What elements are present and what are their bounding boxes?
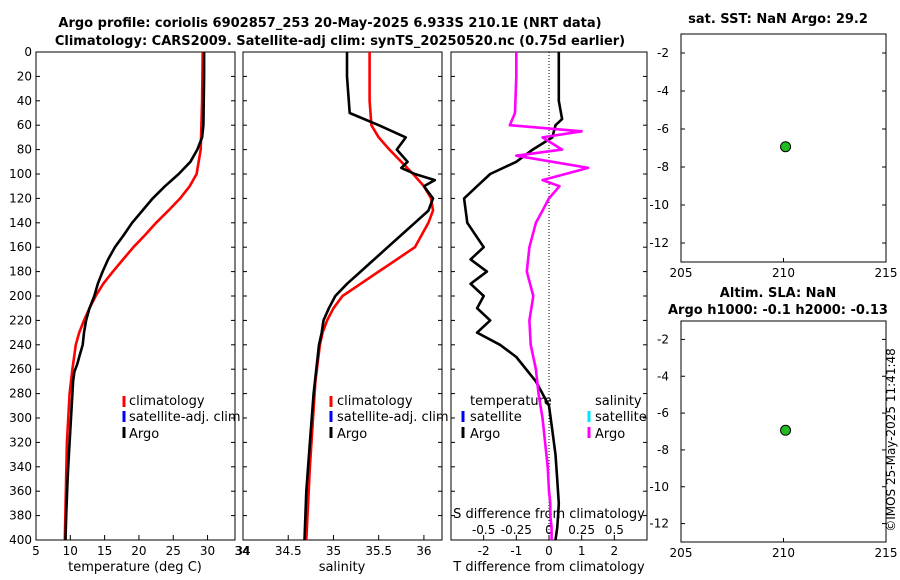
sst-ytick-label: -8 — [657, 160, 669, 174]
sla-ytick-label: -12 — [649, 517, 669, 531]
depth-tick-label: 320 — [9, 435, 32, 449]
depth-tick-label: 400 — [9, 533, 32, 547]
sla-ytick-label: -8 — [657, 443, 669, 457]
sst-title: sat. SST: NaN Argo: 29.2 — [688, 12, 868, 27]
difference-top-tick-label: -0.25 — [501, 523, 532, 537]
salinity-xtick-label: 35.5 — [365, 544, 392, 558]
temperature-xtick-label: 10 — [63, 544, 78, 558]
timestamp: ©IMOS 25-May-2025 11:41:48 — [884, 348, 898, 532]
chart-marks: 5 10 15 20 25 30 34020406080100120140160180200… — [9, 45, 897, 560]
legend-title-temperature: temperature — [470, 394, 552, 409]
depth-tick-label: 260 — [9, 362, 32, 376]
depth-tick-label: 80 — [17, 143, 32, 157]
temperature-series-climatology — [63, 51, 204, 541]
legend-label-satellite: satellite-adj. clim — [337, 410, 449, 425]
difference-xtick-label: 1 — [578, 544, 586, 558]
difference-xtick-label: -2 — [478, 544, 490, 558]
sst-xtick-label: 215 — [875, 266, 898, 280]
sla-ytick-label: -6 — [657, 406, 669, 420]
legend-label-t-argo: Argo — [470, 427, 500, 442]
difference-top-tick-label: -0.5 — [472, 523, 495, 537]
title-line-2: Climatology: CARS2009. Satellite-adj cli… — [55, 34, 625, 49]
difference-xlabel: T difference from climatology — [452, 560, 645, 575]
temperature-xtick-label: 30 — [200, 544, 215, 558]
depth-tick-label: 140 — [9, 216, 32, 230]
depth-tick-label: 120 — [9, 191, 32, 205]
sst-point — [780, 141, 792, 153]
depth-tick-label: 20 — [17, 69, 32, 83]
sst-ytick-label: -10 — [649, 198, 669, 212]
sst-ytick-label: -12 — [649, 236, 669, 250]
depth-tick-label: 360 — [9, 484, 32, 498]
sla-point — [780, 424, 792, 436]
difference-series-t-argo — [462, 52, 564, 541]
depth-tick-label: 100 — [9, 167, 32, 181]
salinity-xtick-label: 34.5 — [275, 544, 302, 558]
title-line-1: Argo profile: coriolis 6902857_253 20-Ma… — [58, 16, 601, 31]
difference-xtick-label: 2 — [611, 544, 619, 558]
salinity-xtick-label: 36 — [416, 544, 431, 558]
sla-title-line-2: Argo h1000: -0.1 h2000: -0.13 — [668, 303, 888, 318]
sla-ytick-label: -10 — [649, 480, 669, 494]
temperature-legend: climatology satellite-adj. clim Argo — [122, 394, 241, 442]
legend-label-s-argo: Argo — [595, 427, 625, 442]
sla-xtick-label: 205 — [670, 546, 693, 560]
legend-label-satellite: satellite-adj. clim — [129, 410, 241, 425]
legend-title-salinity: salinity — [595, 394, 642, 409]
sla-xtick-label: 215 — [875, 546, 898, 560]
temperature-xtick-label: 5 — [32, 544, 40, 558]
sla-ytick-label: -2 — [657, 332, 669, 346]
depth-tick-label: 60 — [17, 118, 32, 132]
difference-top-tick-label: 0.5 — [605, 523, 624, 537]
depth-tick-label: 40 — [17, 94, 32, 108]
sst-xtick-label: 210 — [772, 266, 795, 280]
depth-tick-label: 200 — [9, 289, 32, 303]
temperature-xtick-label: 20 — [131, 544, 146, 558]
depth-tick-label: 340 — [9, 460, 32, 474]
sla-xtick-label: 210 — [772, 546, 795, 560]
depth-tick-label: 160 — [9, 240, 32, 254]
legend-label-t-satellite: satellite — [470, 410, 522, 425]
sst-ytick-label: -4 — [657, 84, 669, 98]
salinity-xtick-label: 34 — [235, 544, 250, 558]
depth-tick-label: 380 — [9, 509, 32, 523]
temperature-xlabel: temperature (deg C) — [68, 560, 202, 575]
depth-tick-label: 240 — [9, 338, 32, 352]
legend-label-argo: Argo — [337, 427, 367, 442]
depth-tick-label: 220 — [9, 313, 32, 327]
depth-tick-label: 0 — [24, 45, 32, 59]
sst-ytick-label: -2 — [657, 46, 669, 60]
legend-label-argo: Argo — [129, 427, 159, 442]
sst-xtick-label: 205 — [670, 266, 693, 280]
legend-label-climatology: climatology — [337, 394, 413, 409]
salinity-series-argo — [303, 52, 437, 541]
temperature-xtick-label: 15 — [97, 544, 112, 558]
difference-top-tick-label: 0.25 — [568, 523, 595, 537]
legend-label-s-satellite: satellite — [595, 410, 647, 425]
salinity-xlabel: salinity — [319, 560, 366, 575]
legend-label-climatology: climatology — [129, 394, 205, 409]
sla-title-line-1: Altim. SLA: NaN — [720, 286, 836, 301]
salinity-legend: climatology satellite-adj. clim Argo — [329, 394, 449, 442]
difference-xtick-label: -1 — [510, 544, 522, 558]
depth-tick-label: 300 — [9, 411, 32, 425]
difference-legend: temperature satellite Argo salinity sate… — [461, 394, 647, 442]
temperature-xtick-label: 25 — [166, 544, 181, 558]
difference-top-tick-label: 0 — [545, 523, 553, 537]
salinity-xtick-label: 35 — [326, 544, 341, 558]
depth-tick-label: 280 — [9, 387, 32, 401]
sst-ytick-label: -6 — [657, 122, 669, 136]
sla-ytick-label: -4 — [657, 369, 669, 383]
temperature-series-argo — [64, 52, 206, 541]
difference-xtick-label: 0 — [545, 544, 553, 558]
depth-tick-label: 180 — [9, 265, 32, 279]
temperature-xtick-label: 34 — [234, 544, 249, 558]
difference-series-s-argo — [508, 52, 590, 540]
